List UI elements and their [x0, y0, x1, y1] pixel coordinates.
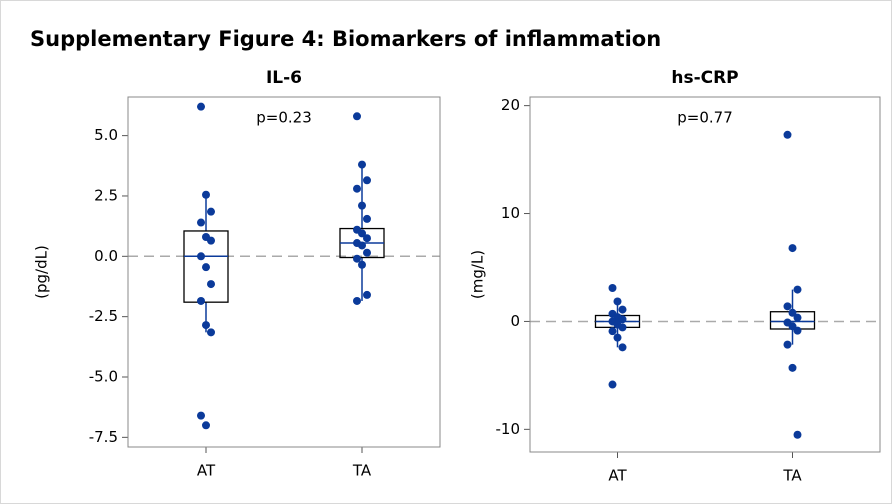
point	[618, 343, 627, 352]
point	[358, 229, 366, 238]
panel-title: hs-CRP	[671, 68, 738, 88]
point	[608, 327, 617, 336]
point	[207, 328, 215, 337]
point	[363, 290, 371, 299]
y-tick-label: 20	[501, 96, 520, 114]
point	[783, 130, 792, 139]
y-tick-label: 10	[501, 204, 520, 222]
point	[197, 296, 205, 305]
point	[788, 363, 797, 372]
point	[608, 283, 617, 292]
point	[363, 248, 371, 257]
x-tick-label: AT	[608, 467, 627, 485]
point	[363, 214, 371, 223]
y-axis-label: (mg/L)	[469, 250, 487, 299]
y-tick-label: -10	[496, 420, 521, 438]
point	[358, 241, 366, 250]
point	[618, 315, 627, 324]
point	[618, 323, 627, 332]
figure-title: Supplementary Figure 4: Biomarkers of in…	[30, 27, 661, 51]
box	[183, 230, 229, 303]
point	[197, 411, 205, 420]
point	[197, 102, 205, 111]
point	[197, 252, 205, 261]
point	[608, 380, 617, 389]
x-tick-label: TA	[782, 467, 802, 485]
point	[207, 207, 215, 216]
annotation: p=0.23	[256, 109, 312, 127]
point	[618, 305, 627, 314]
point	[363, 176, 371, 185]
y-tick-label: 0	[510, 312, 520, 330]
y-tick-label: -5.0	[89, 368, 118, 386]
point	[358, 260, 366, 269]
panel-title: IL-6	[266, 68, 302, 88]
point	[202, 321, 210, 330]
y-tick-label: 0.0	[94, 247, 118, 265]
point	[202, 190, 210, 199]
point	[358, 160, 366, 169]
point	[793, 285, 802, 294]
point	[358, 201, 366, 210]
point	[363, 234, 371, 243]
point	[613, 333, 622, 342]
annotation: p=0.77	[677, 109, 733, 127]
point	[353, 112, 361, 121]
y-tick-label: -2.5	[89, 307, 118, 325]
point	[207, 236, 215, 245]
y-tick-label: 5.0	[94, 126, 118, 144]
x-tick-label: TA	[352, 462, 372, 480]
point	[783, 302, 792, 311]
x-tick-label: AT	[197, 462, 216, 480]
point	[197, 218, 205, 227]
y-tick-label: 2.5	[94, 186, 118, 204]
point	[207, 280, 215, 289]
point	[793, 430, 802, 439]
point	[793, 326, 802, 335]
point	[613, 297, 622, 306]
point	[788, 244, 797, 253]
y-axis-label: (pg/dL)	[33, 245, 51, 299]
point	[353, 184, 361, 193]
point	[202, 421, 210, 430]
point	[783, 340, 792, 349]
y-tick-label: -7.5	[89, 428, 118, 446]
plot-area	[529, 96, 881, 453]
point	[353, 254, 361, 263]
point	[788, 308, 797, 317]
point	[202, 263, 210, 272]
point	[793, 313, 802, 322]
plot-area	[127, 96, 441, 448]
point	[353, 296, 361, 305]
